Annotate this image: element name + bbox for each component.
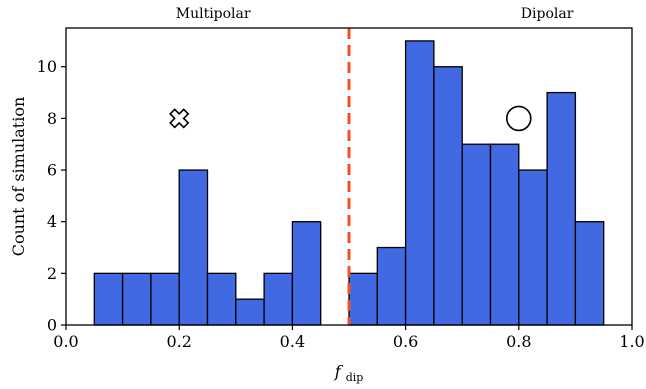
histogram-bar-0 <box>93 272 124 326</box>
histogram-bar-15 <box>546 91 577 326</box>
region-label-left: Multipolar <box>176 6 251 22</box>
x-tick-label-0: 0.0 <box>53 332 78 351</box>
y-axis-ticks: 0 2 4 6 8 10 <box>37 57 66 335</box>
y-tick-label-3: 6 <box>47 161 57 180</box>
x-axis-label: f dip <box>334 362 364 384</box>
histogram-bar-3 <box>178 169 209 326</box>
histogram-bar-13 <box>489 143 520 326</box>
x-tick-label-1: 0.2 <box>166 332 191 351</box>
x-tick-label-5: 1.0 <box>619 332 644 351</box>
markers-group <box>169 105 532 132</box>
x-tick-label-2: 0.4 <box>280 332 305 351</box>
circle-icon <box>505 105 532 132</box>
histogram-bar-14 <box>518 169 548 326</box>
histogram-bar-16 <box>574 221 605 326</box>
x-axis-ticks: 0.0 0.2 0.4 0.6 0.8 1.0 <box>53 325 645 351</box>
y-tick-label-2: 4 <box>47 212 57 231</box>
x-axis-label-main: f <box>334 362 344 381</box>
y-tick-label-1: 2 <box>47 264 57 283</box>
histogram-bar-1 <box>121 272 152 326</box>
histogram-bar-10 <box>404 40 435 326</box>
histogram-bar-12 <box>461 143 492 326</box>
y-tick-label-4: 8 <box>47 109 57 128</box>
histogram-bar-6 <box>263 272 294 326</box>
y-axis-label: Count of simulation <box>9 97 28 257</box>
histogram-bar-5 <box>235 298 265 326</box>
histogram-bar-4 <box>206 272 237 326</box>
bars-group <box>93 40 605 326</box>
histogram-bar-11 <box>433 66 463 326</box>
x-tick-label-3: 0.6 <box>393 332 418 351</box>
histogram-bar-9 <box>376 246 407 326</box>
y-tick-label-5: 10 <box>37 57 57 76</box>
x-axis-label-subscript: dip <box>346 371 364 384</box>
region-label-right: Dipolar <box>521 6 574 22</box>
x-tick-label-4: 0.8 <box>506 332 531 351</box>
plot-frame <box>65 27 633 326</box>
y-tick-label-0: 0 <box>47 316 57 335</box>
histogram-bar-7 <box>291 221 322 326</box>
cross-icon <box>169 108 190 129</box>
histogram-bar-8 <box>348 272 378 326</box>
histogram-bar-2 <box>150 272 180 326</box>
